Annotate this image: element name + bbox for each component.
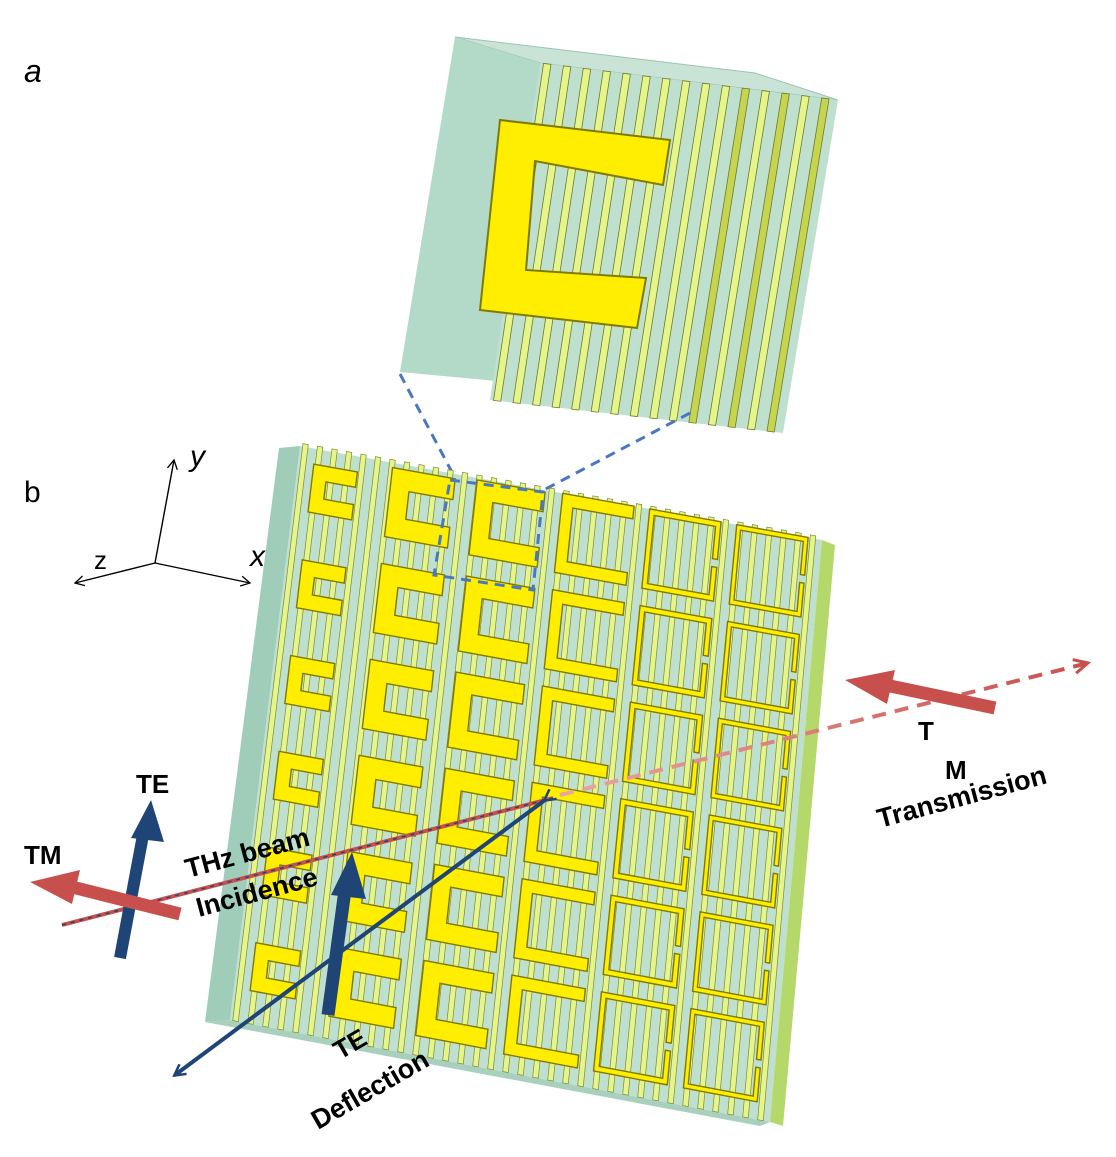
panel-label-a: a <box>24 53 42 89</box>
x-axis-arrow <box>154 562 252 587</box>
grating-stripe <box>649 82 711 420</box>
z-axis-label: z <box>94 545 107 575</box>
tm-right-arrow-shaft <box>888 679 997 715</box>
tm-left-arrowhead <box>30 870 80 904</box>
unit-cell-panel <box>400 36 839 433</box>
zoom-connectors <box>398 373 691 494</box>
split-ring-resonator <box>383 466 456 549</box>
split-ring-resonator <box>533 685 616 780</box>
tm-left-label: TM <box>24 840 62 870</box>
split-ring-resonator <box>719 620 801 715</box>
split-ring-resonator <box>602 894 685 989</box>
grating-stripe <box>668 85 731 422</box>
grating-stripe <box>622 511 686 1096</box>
grating-stripe <box>697 524 759 1110</box>
split-ring-resonator <box>468 479 546 569</box>
grating-stripe <box>667 518 730 1105</box>
split-ring-resonator <box>631 604 713 699</box>
polarization-arrows <box>30 670 997 1016</box>
grating-stripe <box>746 95 810 431</box>
grating-stripe <box>607 508 672 1093</box>
z-axis-arrow <box>73 562 156 587</box>
grating-stripe <box>547 497 614 1082</box>
split-ring-resonator <box>728 523 809 618</box>
te-middle-arrowhead <box>331 852 366 899</box>
te-middle-arrow-shaft <box>321 889 352 1016</box>
split-ring-resonator <box>372 562 446 645</box>
grating-stripe <box>712 526 773 1113</box>
grating-stripe <box>577 503 643 1088</box>
grating-stripe <box>688 87 751 424</box>
te-left-arrowhead <box>131 800 164 842</box>
split-ring-resonator <box>710 717 792 812</box>
grating-stripe <box>652 516 715 1102</box>
split-ring-resonator <box>295 559 347 617</box>
split-ring-resonator <box>691 910 774 1006</box>
metasurface-panel <box>205 443 835 1126</box>
tm-left-arrow-shaft <box>70 880 182 921</box>
split-ring-resonator <box>701 814 783 909</box>
split-ring-resonator <box>446 671 526 761</box>
grating-stripe <box>766 97 830 433</box>
split-ring-resonator <box>682 1007 766 1103</box>
deflection-beam <box>175 800 545 1075</box>
grating-stripe <box>629 80 691 418</box>
grating-stripe <box>707 90 770 426</box>
split-ring-resonator <box>457 575 536 665</box>
split-ring-resonator <box>361 658 435 741</box>
coordinate-axes: y x z <box>73 440 266 587</box>
te-deflection-label-line2: Deflection <box>306 1044 434 1135</box>
unit-cell-split-ring <box>478 118 672 330</box>
split-ring-resonator <box>641 508 722 602</box>
split-ring-resonator <box>612 797 695 893</box>
grating-stripe <box>727 529 788 1116</box>
split-ring-resonator <box>543 588 626 683</box>
split-ring-resonator <box>284 654 336 713</box>
x-axis-label: x <box>248 540 266 573</box>
split-ring-resonator <box>592 990 676 1086</box>
grating-stripe <box>742 531 802 1119</box>
grating-stripe <box>562 500 628 1085</box>
grating-stripe <box>757 534 817 1122</box>
y-axis-label: y <box>188 440 207 473</box>
y-axis-arrow <box>154 458 178 564</box>
zoom-box <box>432 478 545 592</box>
tm-right-arrowhead <box>845 670 895 704</box>
tm-right-label-line2: M <box>945 755 967 785</box>
split-ring-resonator <box>553 492 635 587</box>
te-left-label: TE <box>136 769 169 799</box>
grating-stripe <box>727 92 790 429</box>
split-ring-resonator <box>307 463 359 521</box>
grating-stripe <box>637 513 701 1099</box>
panel-label-b: b <box>24 476 41 509</box>
tm-right-label-line1: T <box>918 716 934 746</box>
